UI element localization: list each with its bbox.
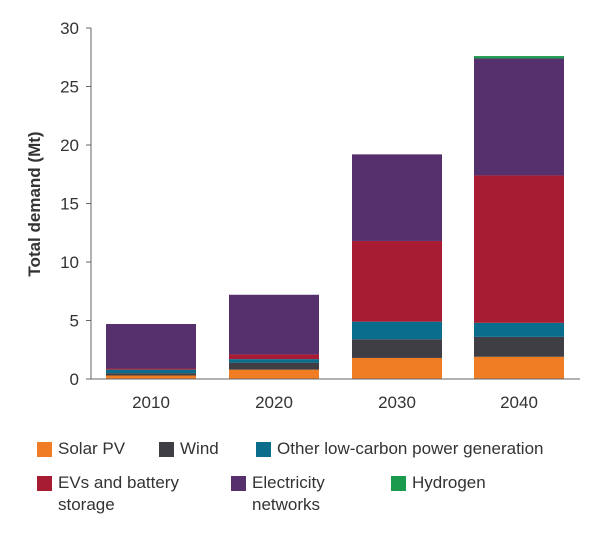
bar-segment-2010-wind xyxy=(106,373,196,376)
y-tick-label: 25 xyxy=(60,78,79,97)
y-axis-ticks: 0 5 10 15 20 25 30 xyxy=(60,19,91,389)
bar-segment-2040-electricity-networks xyxy=(474,58,564,176)
y-tick-label: 30 xyxy=(60,19,79,38)
bar-segment-2010-electricity-networks xyxy=(106,324,196,369)
x-tick-label: 2030 xyxy=(378,393,416,412)
bar-segment-2030-solar-pv xyxy=(352,357,442,379)
x-tick-label: 2040 xyxy=(500,393,538,412)
bar-segment-2010-evs-and-battery-storage xyxy=(106,368,196,370)
bar-segment-2040-other-low-carbon-power-generation xyxy=(474,322,564,337)
bar-segment-2040-solar-pv xyxy=(474,356,564,379)
x-tick-label: 2020 xyxy=(255,393,293,412)
bar-segment-2040-evs-and-battery-storage xyxy=(474,175,564,323)
bar-segment-2030-electricity-networks xyxy=(352,154,442,241)
bar-segment-2010-solar-pv xyxy=(106,375,196,379)
bars xyxy=(106,56,564,379)
bar-segment-2020-other-low-carbon-power-generation xyxy=(229,359,319,363)
bar-segment-2020-evs-and-battery-storage xyxy=(229,354,319,360)
x-axis-ticks: 2010 2020 2030 2040 xyxy=(132,393,538,412)
bar-segment-2040-hydrogen xyxy=(474,56,564,59)
x-tick-label: 2010 xyxy=(132,393,170,412)
y-tick-label: 15 xyxy=(60,195,79,214)
bar-segment-2040-wind xyxy=(474,336,564,357)
bar-segment-2020-wind xyxy=(229,362,319,370)
y-tick-label: 5 xyxy=(70,312,79,331)
bar-segment-2030-evs-and-battery-storage xyxy=(352,240,442,322)
bar-segment-2020-electricity-networks xyxy=(229,294,319,355)
bar-segment-2020-solar-pv xyxy=(229,369,319,379)
bar-segment-2030-other-low-carbon-power-generation xyxy=(352,321,442,340)
bar-segment-2010-other-low-carbon-power-generation xyxy=(106,369,196,374)
y-tick-label: 10 xyxy=(60,253,79,272)
bar-segment-2030-wind xyxy=(352,339,442,358)
y-tick-label: 20 xyxy=(60,136,79,155)
y-axis-label: Total demand (Mt) xyxy=(25,131,44,276)
y-tick-label: 0 xyxy=(70,370,79,389)
